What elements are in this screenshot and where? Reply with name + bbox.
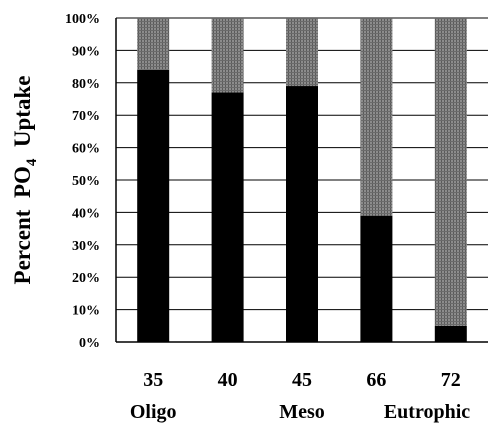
bar-segment-upper — [286, 18, 318, 87]
bar-segment-upper — [137, 18, 170, 70]
bar-segment-lower — [137, 69, 170, 342]
y-tick-label: 60% — [72, 142, 100, 157]
x-category-labels: 35 Oligo 40 45 Meso 66 72 Eutrophic — [130, 369, 470, 423]
y-tick-label: 40% — [72, 206, 100, 221]
x-category-sublabel: Eutrophic — [384, 401, 470, 423]
x-category-label: 66 — [366, 369, 386, 391]
bar-segment-upper — [211, 18, 244, 93]
x-category-label: 35 — [143, 369, 163, 391]
y-tick-label: 20% — [72, 271, 100, 286]
y-tick-label: 70% — [72, 109, 100, 124]
y-tick-label: 0% — [79, 336, 100, 351]
x-category-label: 40 — [218, 369, 238, 391]
y-axis-label-main: Percent PO — [10, 166, 35, 284]
y-tick-label: 80% — [72, 77, 100, 92]
bar-segment-lower — [360, 215, 393, 342]
y-tick-label: 10% — [72, 304, 100, 319]
x-category-sublabel: Oligo — [130, 401, 177, 423]
y-axis-label: Percent PO4 Uptake — [10, 76, 40, 285]
y-axis-label-tail: Uptake — [10, 76, 35, 159]
x-category-label: 45 — [292, 369, 312, 391]
y-tick-label: 90% — [72, 44, 100, 59]
x-category-sublabel: Meso — [279, 401, 325, 423]
bar-segment-upper — [434, 18, 467, 326]
y-tick-labels: 0% 10% 20% 30% 40% 50% 60% 70% 80% 90% 100% — [65, 12, 100, 351]
axes — [115, 18, 488, 343]
bar-segment-lower — [211, 92, 244, 343]
y-axis-label-subscript: 4 — [24, 158, 40, 166]
y-tick-label: 50% — [72, 174, 100, 189]
bars — [137, 18, 467, 343]
y-tick-label: 30% — [72, 239, 100, 254]
bar-segment-lower — [434, 325, 467, 342]
bar-segment-lower — [286, 86, 318, 342]
x-category-label: 72 — [441, 369, 461, 391]
y-tick-label: 100% — [65, 12, 100, 27]
bar-segment-upper — [360, 18, 393, 216]
